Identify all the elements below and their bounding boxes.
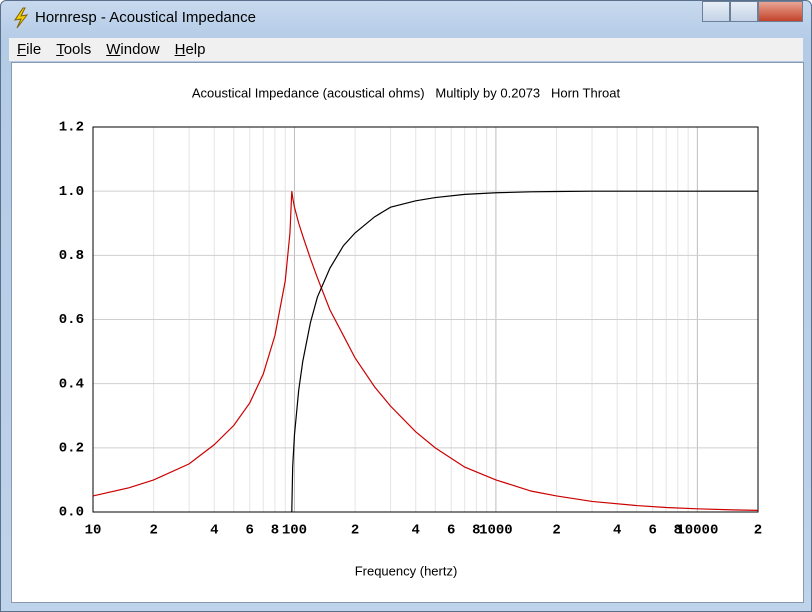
y-tick-label: 0.2	[59, 441, 84, 457]
y-tick-label: 1.2	[59, 120, 84, 136]
x-tick-label: 10000	[676, 523, 718, 539]
x-tick-label: 10	[85, 523, 102, 539]
y-tick-label: 0.0	[59, 505, 84, 521]
x-tick-label: 100	[282, 523, 307, 539]
maximize-button[interactable]	[730, 1, 758, 22]
data-line	[291, 190, 758, 513]
x-tick-label: 8	[472, 523, 480, 539]
y-tick-label: 0.6	[59, 312, 84, 328]
x-tick-label: 4	[210, 523, 218, 539]
x-tick-label: 4	[613, 523, 621, 539]
x-tick-label: 1000	[479, 523, 513, 539]
menu-bar: File Tools Window Help	[9, 38, 803, 61]
x-tick-label: 6	[447, 523, 455, 539]
x-tick-label: 6	[648, 523, 656, 539]
menu-item[interactable]: Window	[106, 41, 160, 58]
chart-title: Acoustical Impedance (acoustical ohms) M…	[192, 85, 621, 100]
x-tick-label: 2	[754, 523, 762, 539]
x-tick-label: 2	[351, 523, 359, 539]
window-title: Hornresp - Acoustical Impedance	[35, 9, 256, 26]
x-axis-label: Frequency (hertz)	[355, 563, 458, 578]
client-area	[11, 62, 804, 603]
minimize-button[interactable]	[702, 1, 730, 22]
y-tick-label: 0.8	[59, 248, 84, 264]
x-tick-label: 2	[149, 523, 157, 539]
y-tick-label: 1.0	[59, 184, 84, 200]
menu-item[interactable]: Tools	[56, 41, 92, 58]
menu-item[interactable]: File	[17, 41, 42, 58]
y-tick-label: 0.4	[59, 376, 84, 392]
plot-frame	[92, 126, 759, 513]
close-button[interactable]	[758, 1, 803, 22]
x-tick-label: 8	[271, 523, 279, 539]
x-tick-label: 8	[674, 523, 682, 539]
data-line	[92, 191, 759, 511]
x-tick-label: 6	[246, 523, 254, 539]
app-icon	[13, 7, 29, 29]
x-tick-label: 2	[552, 523, 560, 539]
window-buttons	[702, 1, 803, 22]
x-tick-label: 4	[412, 523, 420, 539]
menu-item[interactable]: Help	[174, 41, 206, 58]
